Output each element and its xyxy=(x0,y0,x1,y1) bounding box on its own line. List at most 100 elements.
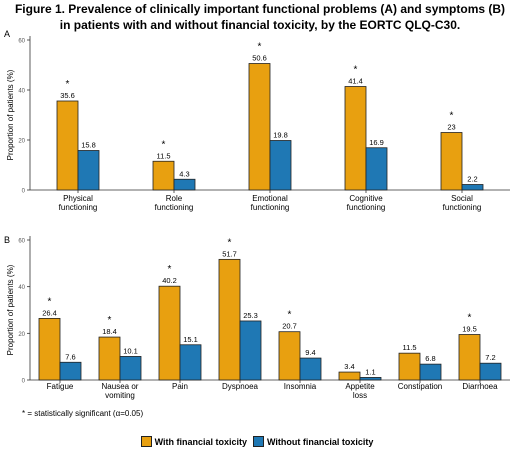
panel-b-bar-with xyxy=(458,334,481,381)
panel-a-category-label: functioning xyxy=(443,203,482,212)
panel-a-label: A xyxy=(4,29,10,39)
panel-b-ytick-label: 60 xyxy=(18,239,25,245)
legend-item-without: Without financial toxicity xyxy=(253,436,373,447)
panel-b-category-label: Pain xyxy=(172,382,188,391)
panel-b-category-label: Appetite xyxy=(345,382,375,391)
panel-b-bar-without xyxy=(299,357,322,381)
panel-a-data-label: 11.5 xyxy=(156,151,170,160)
significance-footnote: * = statistically significant (α=0.05) xyxy=(22,409,144,418)
panel-b-category-label: loss xyxy=(353,391,367,400)
panel-a-significance-marker: * xyxy=(162,139,166,150)
legend-item-with: With financial toxicity xyxy=(140,436,247,447)
panel-b-bar-without xyxy=(59,361,82,381)
panel-b-data-label: 1.1 xyxy=(365,367,375,376)
panel-b-bar-with xyxy=(218,258,241,381)
legend-label-with: With financial toxicity xyxy=(154,436,247,447)
panel-b-data-label: 40.2 xyxy=(162,276,177,285)
panel-b-data-label: 3.4 xyxy=(344,362,354,371)
panel-a-ytick-label: 0 xyxy=(22,189,26,195)
panel-b-category-label: vomiting xyxy=(105,391,135,400)
panel-b-ytick-label: 20 xyxy=(18,332,25,338)
panel-b-data-label: 11.5 xyxy=(402,343,416,352)
panel-a-data-label: 16.9 xyxy=(369,138,384,147)
panel-a-significance-marker: * xyxy=(258,42,262,53)
panel-a-bar-without xyxy=(173,178,196,191)
panel-a-bar-with xyxy=(152,160,175,191)
panel-a-bar-without xyxy=(77,150,100,191)
panel-a-data-label: 35.6 xyxy=(60,91,75,100)
figure-title-line2: in patients with and without financial t… xyxy=(59,18,461,32)
panel-b-y-axis-label: Proportion of patients (%) xyxy=(6,264,15,355)
panel-b-bar-with xyxy=(38,317,61,381)
panel-a-ytick-label: 60 xyxy=(18,39,25,45)
panel-b-significance-marker: * xyxy=(288,310,292,321)
panel-a-bar-without xyxy=(365,147,388,191)
panel-a-category-label: functioning xyxy=(155,203,194,212)
legend-label-without: Without financial toxicity xyxy=(267,436,374,447)
panel-a-significance-marker: * xyxy=(66,79,70,90)
panel-b-data-label: 51.7 xyxy=(222,249,237,258)
panel-b-bar-without xyxy=(359,377,382,381)
panel-b-data-label: 7.6 xyxy=(65,352,75,361)
panel-b-ytick-label: 0 xyxy=(22,379,26,385)
panel-a-category-label: functioning xyxy=(347,203,386,212)
panel-b-bar-with xyxy=(158,285,181,381)
panel-b-bar-without xyxy=(479,362,502,381)
chart-legend: With financial toxicity Without financia… xyxy=(0,436,520,447)
panel-a-data-label: 50.6 xyxy=(252,54,267,63)
panel-a-category-label: functioning xyxy=(251,203,290,212)
panel-b-data-label: 19.5 xyxy=(462,325,477,334)
panel-a-bar-with xyxy=(248,63,271,191)
panel-a-bar-with xyxy=(344,86,367,191)
panel-b-bar-without xyxy=(119,356,142,381)
panel-b-significance-marker: * xyxy=(228,237,232,248)
panel-a-category-label: Cognitive xyxy=(349,194,383,203)
panel-a-ytick-label: 20 xyxy=(18,139,25,145)
panel-b-data-label: 10.1 xyxy=(123,346,138,355)
panel-a-category-label: Social xyxy=(451,194,473,203)
panel-a-category-label: Emotional xyxy=(252,194,288,203)
panel-b-bar-without xyxy=(419,363,442,381)
panel-b-data-label: 15.1 xyxy=(183,335,198,344)
panel-a-bar-without xyxy=(269,140,292,191)
panel-a-data-label: 15.8 xyxy=(81,141,96,150)
panel-a-y-axis-label: Proportion of patients (%) xyxy=(6,69,15,160)
panel-b-significance-marker: * xyxy=(48,296,52,307)
panel-a-category-label: functioning xyxy=(59,203,98,212)
legend-swatch-with xyxy=(140,436,152,447)
panel-b-bar-without xyxy=(239,320,262,381)
panel-a-bar-with xyxy=(56,100,79,191)
panel-a-data-label: 2.2 xyxy=(467,175,477,184)
panel-b-category-label: Dyspnoea xyxy=(222,382,259,391)
panel-a-significance-marker: * xyxy=(354,65,358,76)
panel-b-data-label: 18.4 xyxy=(102,327,117,336)
panel-b-bar-with xyxy=(98,336,121,381)
panel-b-bar-with xyxy=(338,371,361,381)
panel-b-data-label: 7.2 xyxy=(485,353,495,362)
figure-title-line1: Figure 1. Prevalence of clinically impor… xyxy=(14,2,506,16)
panel-a-bar-without xyxy=(461,184,484,191)
panel-a-significance-marker: * xyxy=(450,111,454,122)
panel-b-label: B xyxy=(4,235,10,245)
panel-b-bar-with xyxy=(278,331,301,381)
panel-b-data-label: 6.8 xyxy=(425,354,435,363)
panel-b-significance-marker: * xyxy=(468,313,472,324)
panel-b-bar-with xyxy=(398,352,421,381)
panel-b-bar-without xyxy=(179,344,202,381)
panel-a-category-label: Role xyxy=(166,194,183,203)
panel-b-category-label: Insomnia xyxy=(284,382,317,391)
panel-a-data-label: 41.4 xyxy=(348,77,363,86)
panel-b-category-label: Nausea or xyxy=(102,382,139,391)
panel-a-data-label: 19.8 xyxy=(273,131,288,140)
panel-b-data-label: 9.4 xyxy=(305,348,315,357)
panel-a-ytick-label: 40 xyxy=(18,89,25,95)
panel-a-category-label: Physical xyxy=(63,194,93,203)
panel-a-bar-with xyxy=(440,132,463,191)
panel-b-data-label: 25.3 xyxy=(243,311,258,320)
panel-b-significance-marker: * xyxy=(108,315,112,326)
panel-b-data-label: 26.4 xyxy=(42,308,57,317)
panel-a-data-label: 4.3 xyxy=(179,169,189,178)
panel-b-category-label: Fatigue xyxy=(47,382,74,391)
panel-b-data-label: 20.7 xyxy=(282,322,297,331)
